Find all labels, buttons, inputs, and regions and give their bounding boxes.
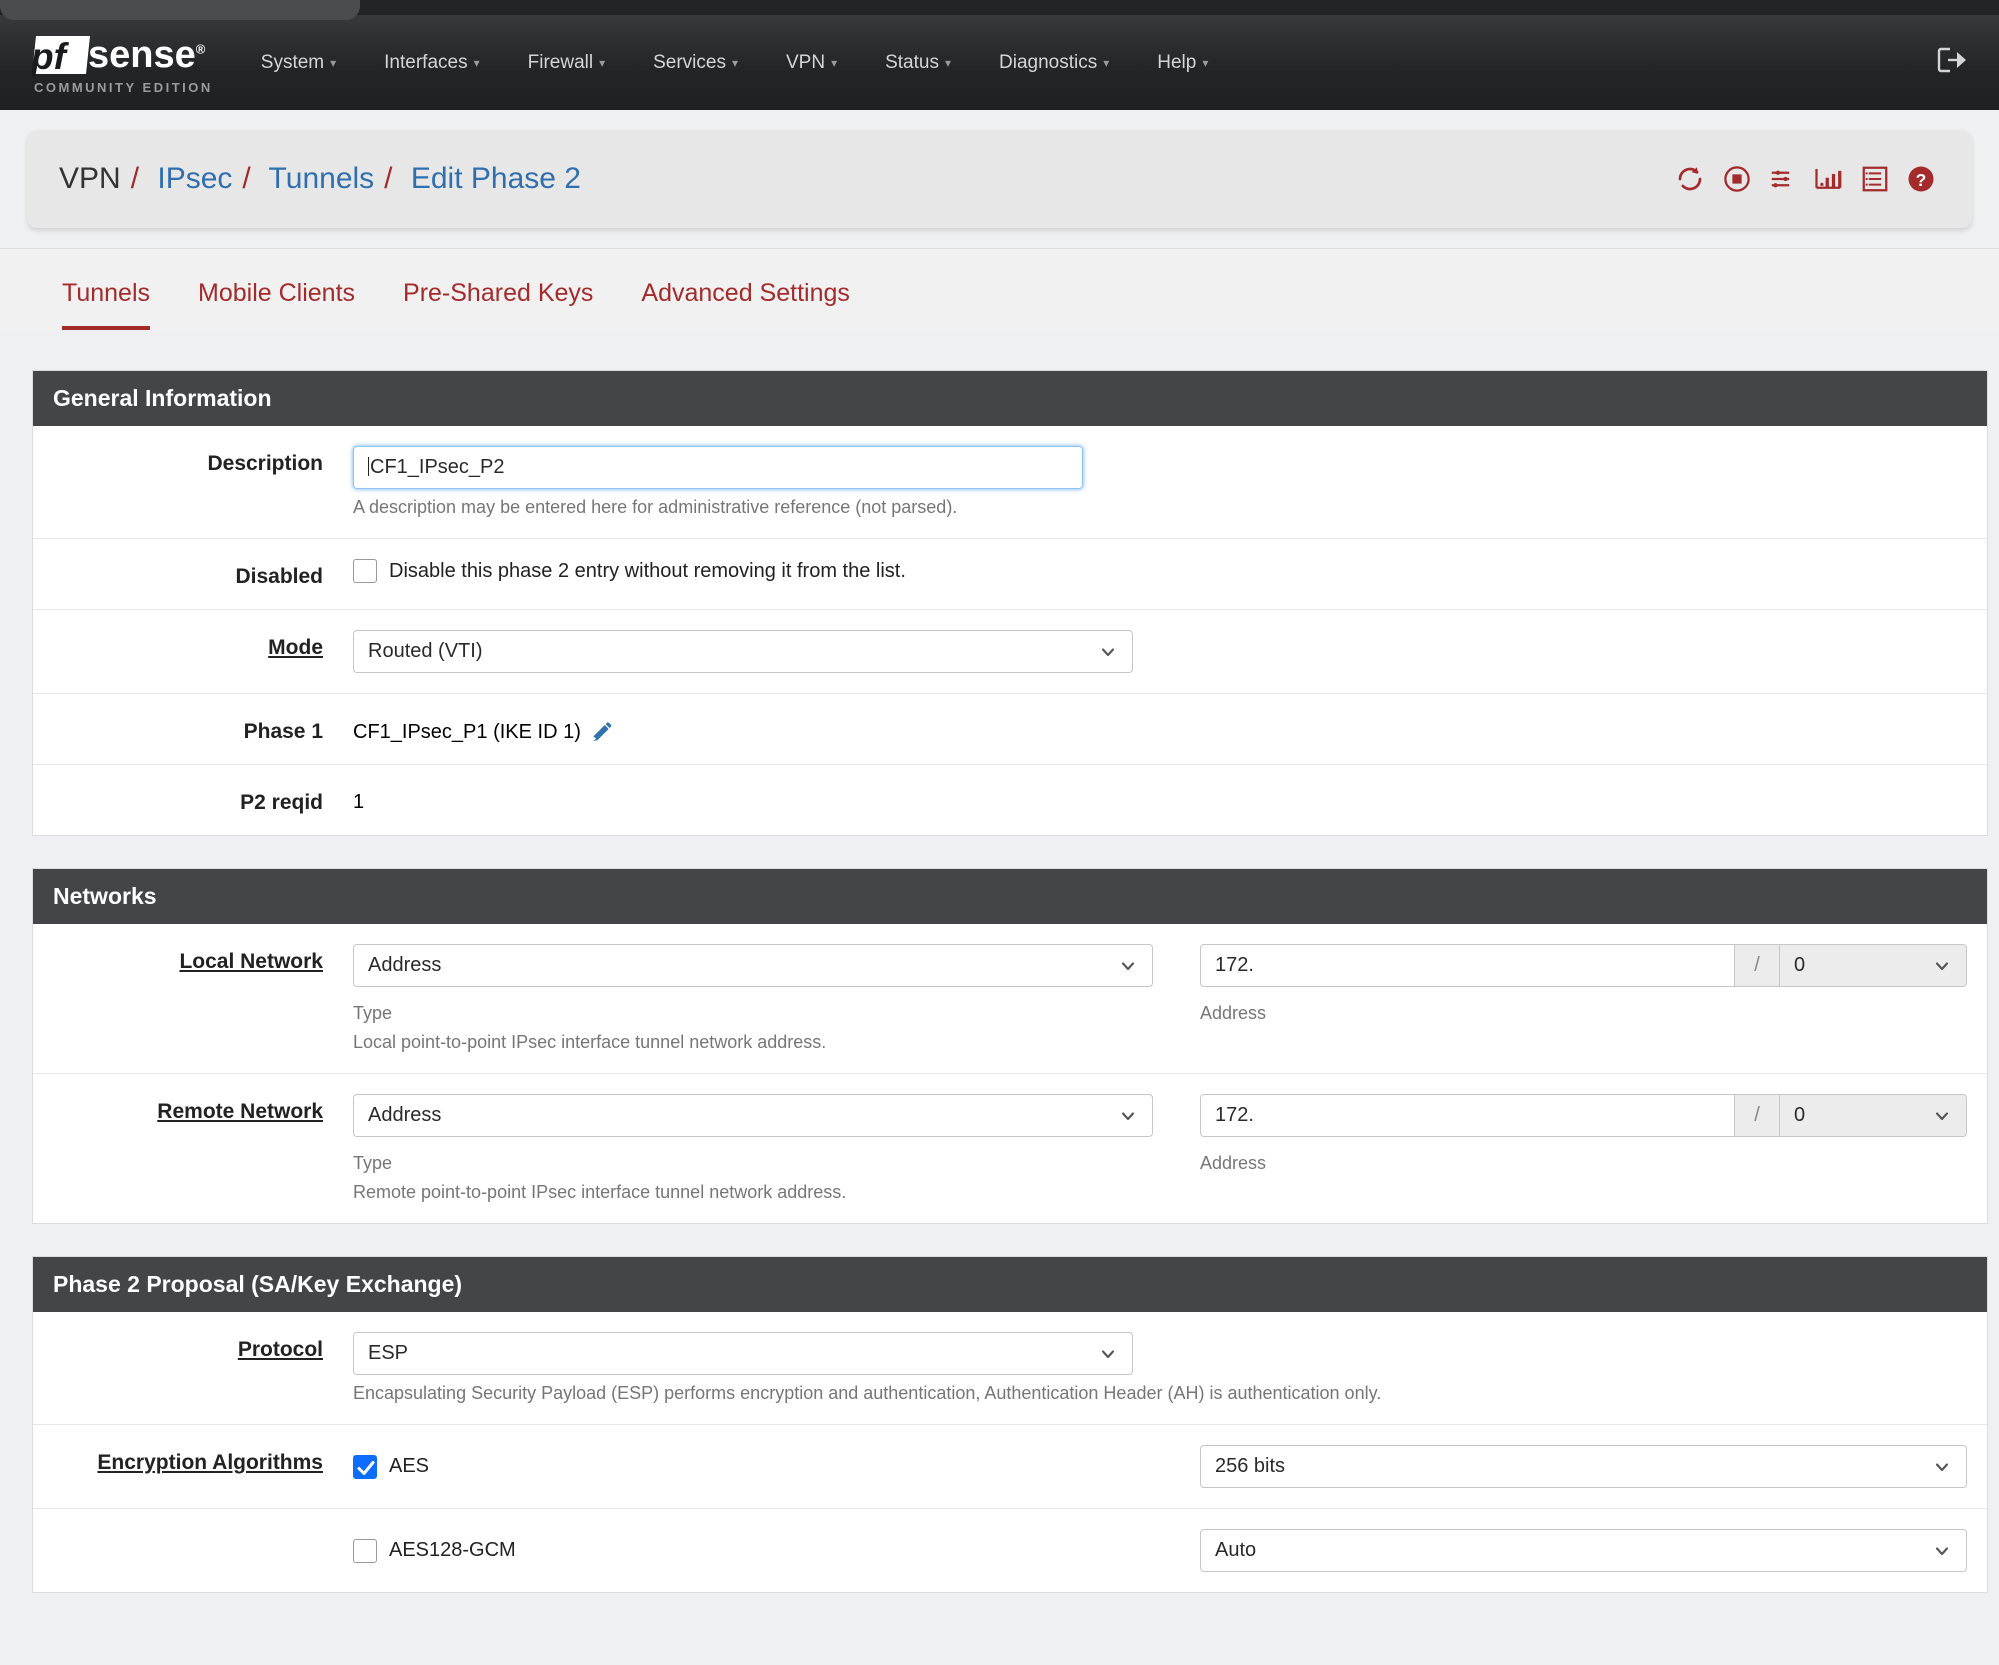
svg-text:pf: pf <box>32 36 70 77</box>
svg-text:?: ? <box>1916 170 1927 190</box>
